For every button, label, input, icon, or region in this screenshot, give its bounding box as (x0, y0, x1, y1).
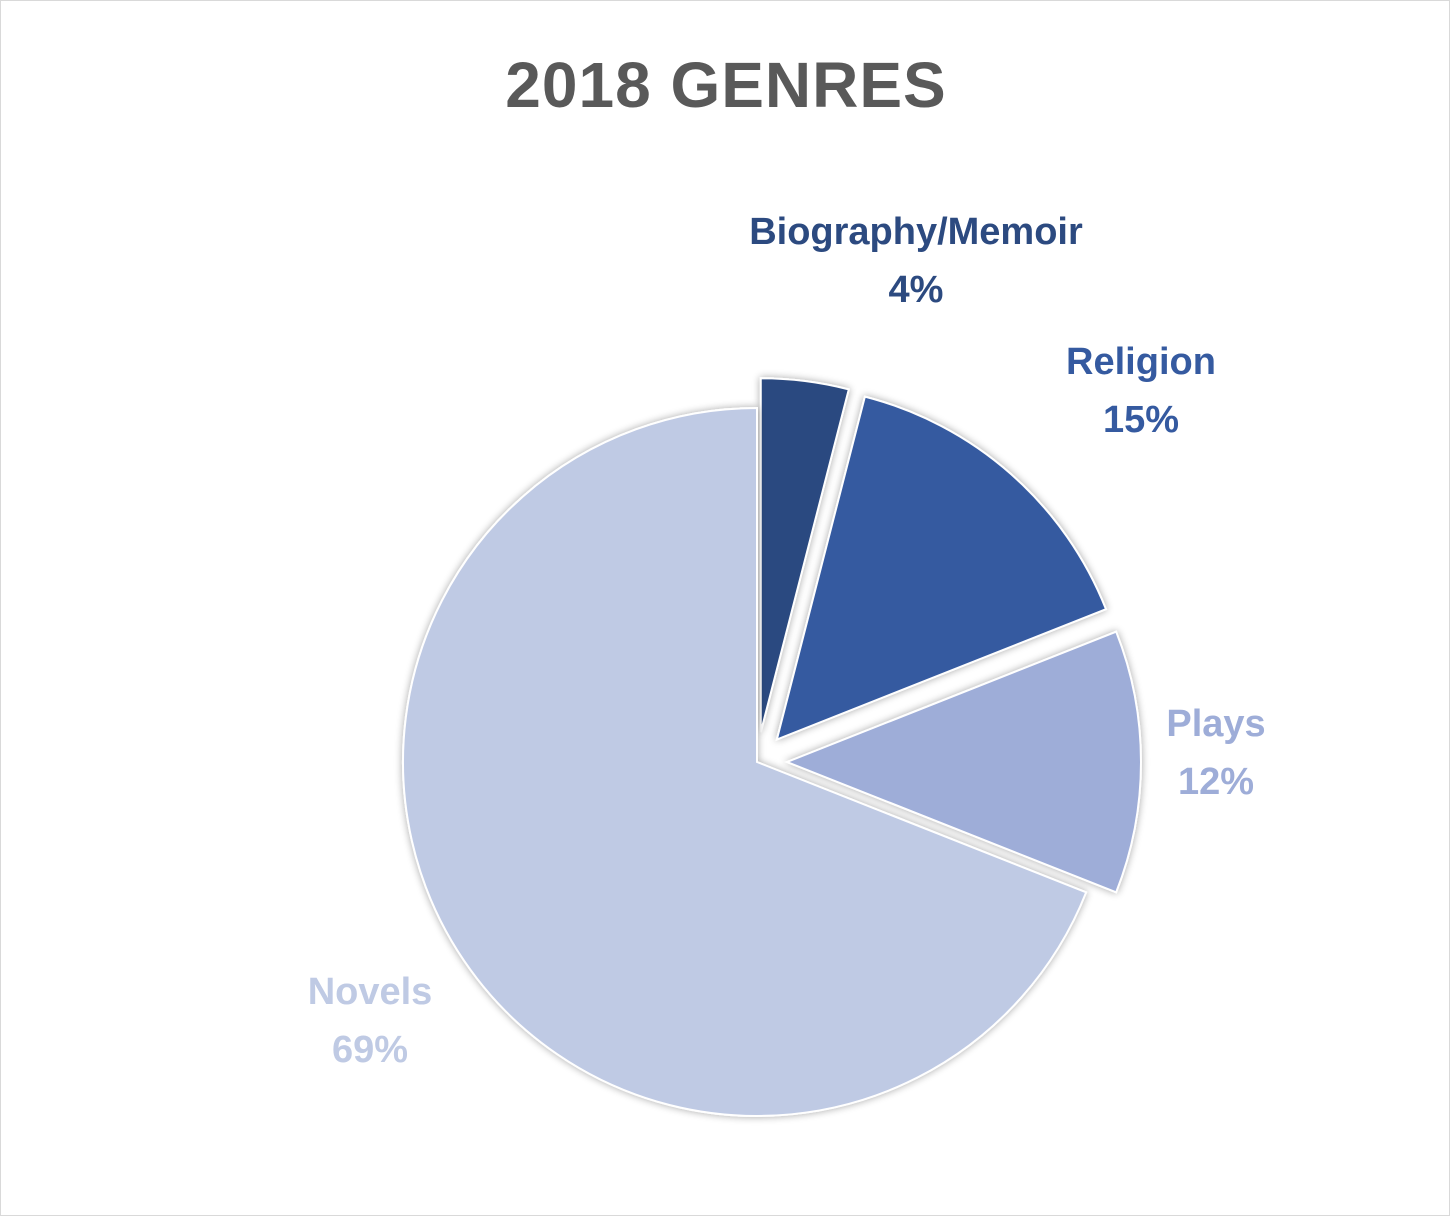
chart-title: 2018 GENRES (505, 49, 947, 121)
data-label-category-religion: Religion (1066, 341, 1216, 383)
data-label-value-novels: 69% (332, 1029, 408, 1071)
data-label-value-plays: 12% (1178, 761, 1254, 803)
data-label-value-biography-memoir: 4% (889, 269, 944, 311)
pie-labels: Biography/Memoir 4% Religion 15% Plays 12% Nov… (308, 211, 1266, 1071)
data-label-category-biography-memoir: Biography/Memoir (749, 211, 1083, 253)
pie-slice-plays (784, 630, 1142, 894)
pie-slice-biography-memoir (759, 377, 851, 733)
data-label-category-plays: Plays (1166, 703, 1265, 745)
data-label-value-religion: 15% (1103, 399, 1179, 441)
pie-slice-religion (775, 395, 1108, 742)
pie-slices (402, 377, 1142, 1117)
data-label-category-novels: Novels (308, 971, 433, 1013)
pie-slice-novels (402, 406, 1088, 1117)
